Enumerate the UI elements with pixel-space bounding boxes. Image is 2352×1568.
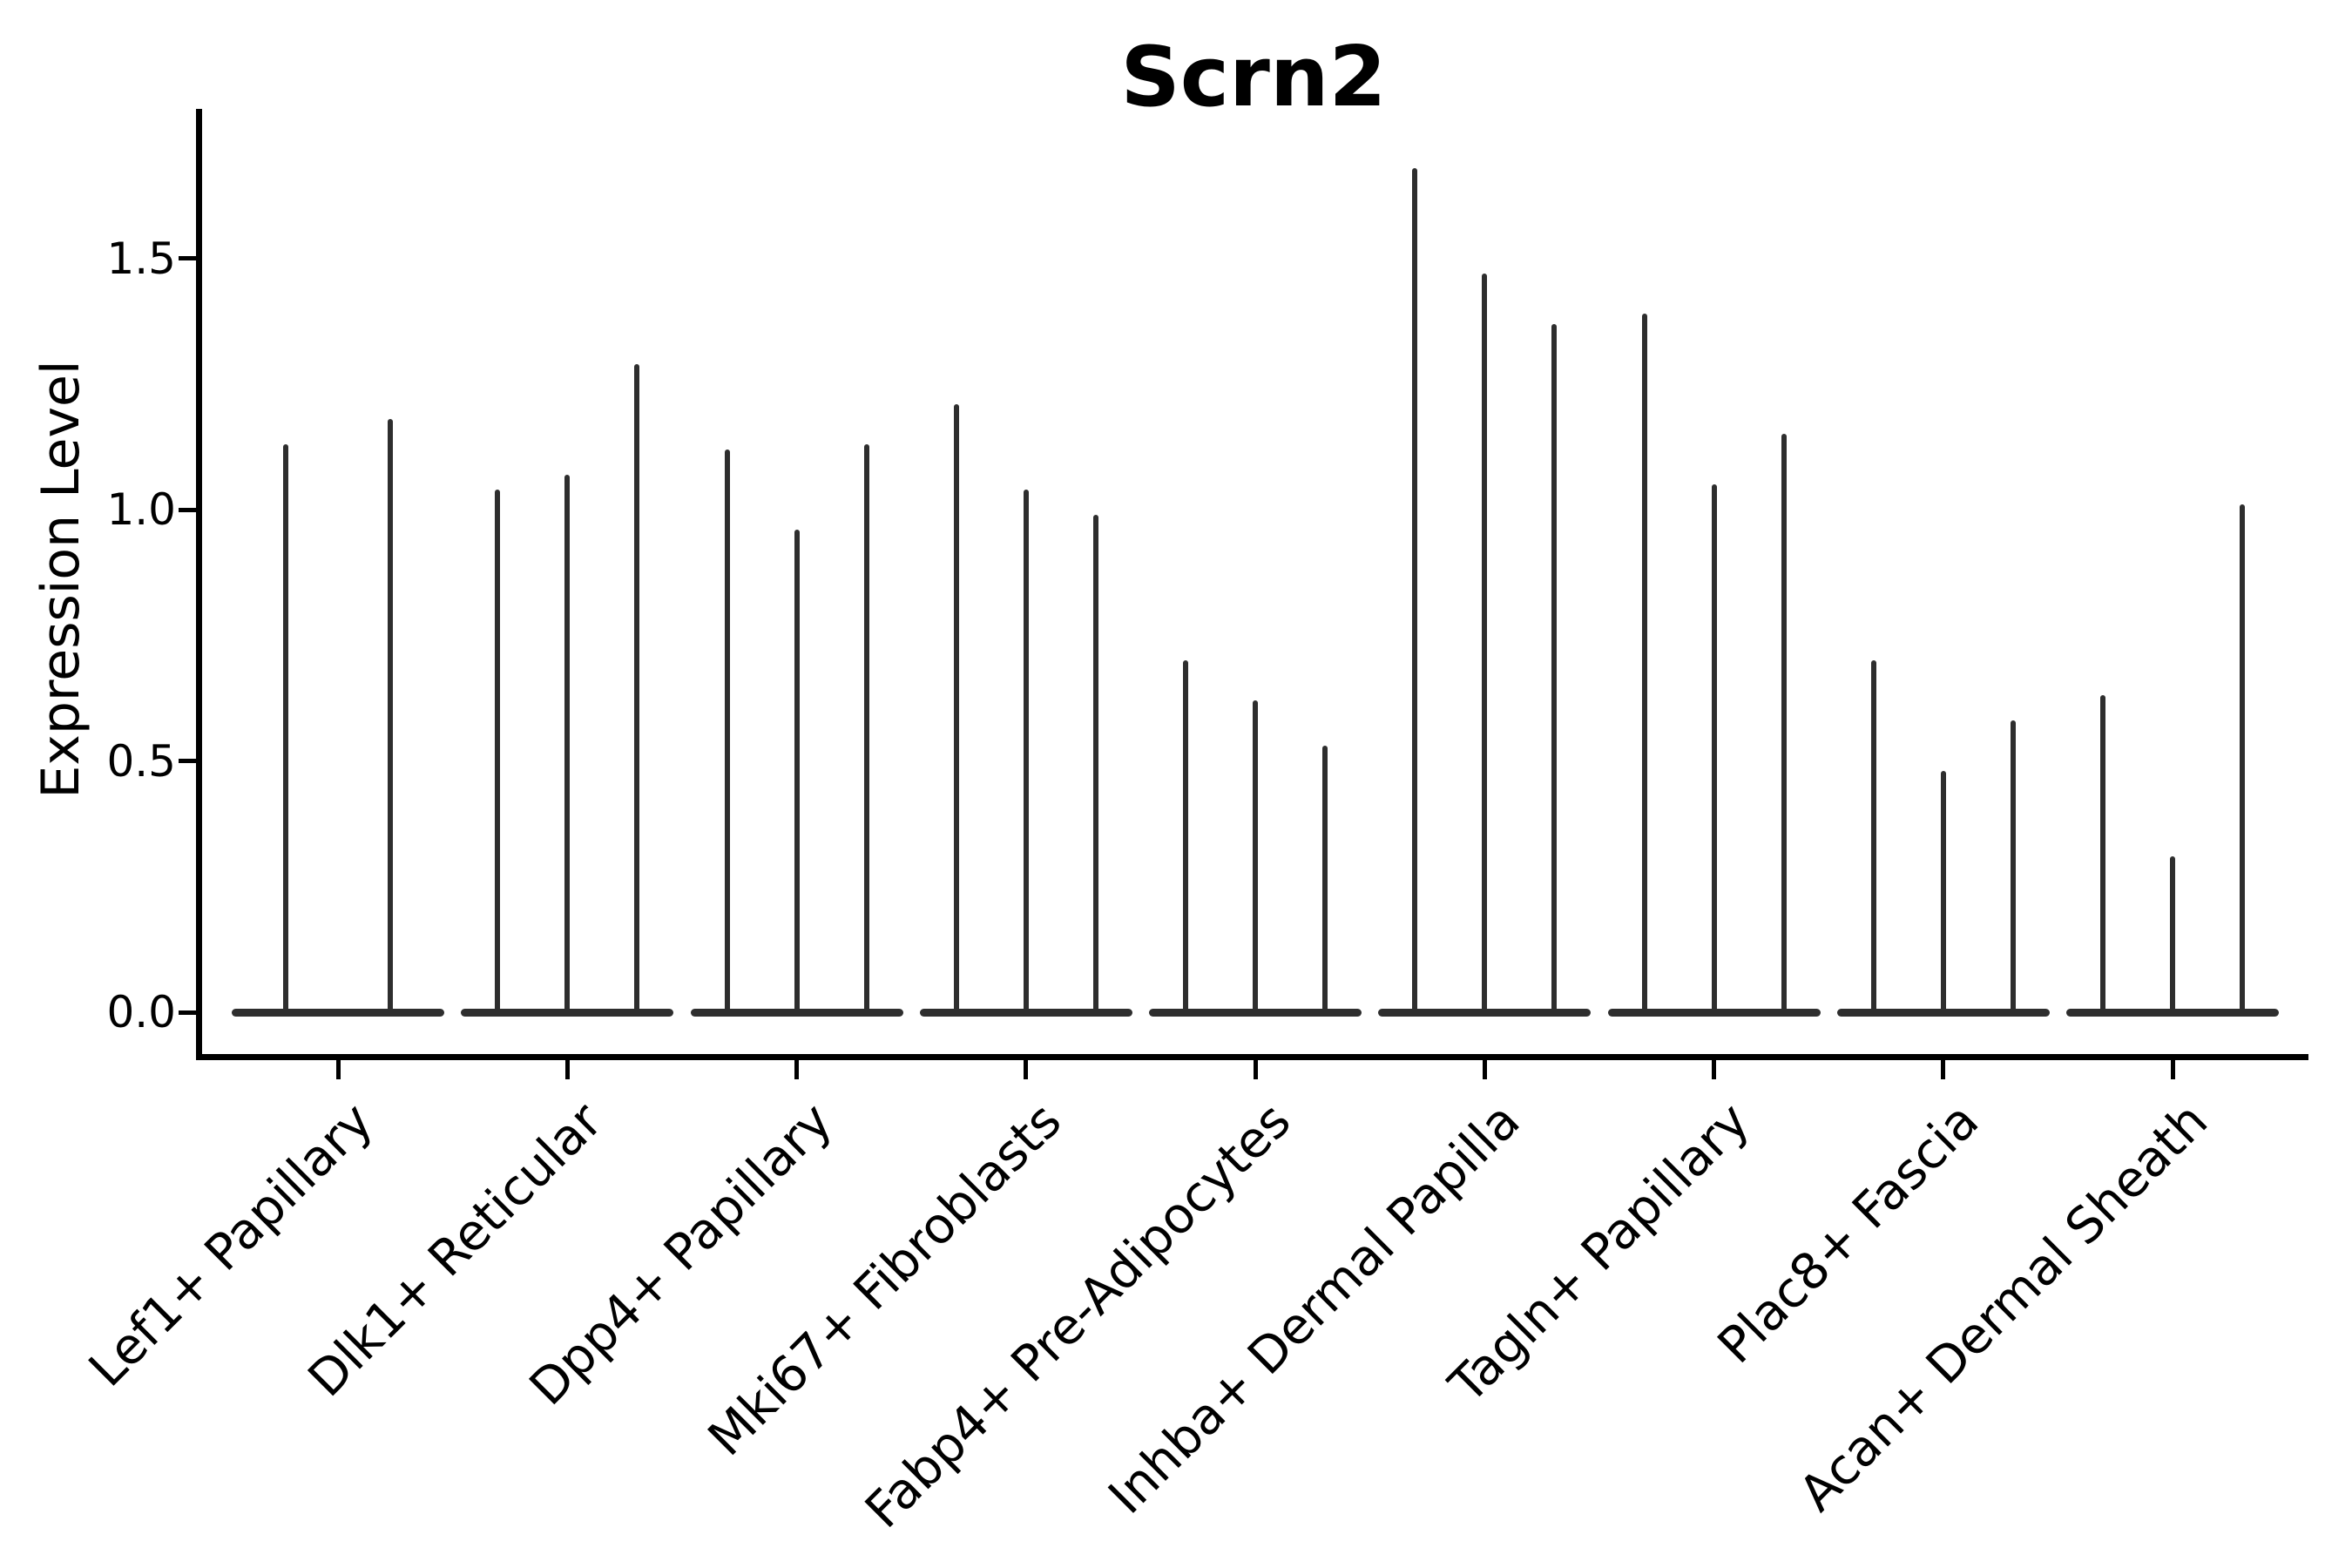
y-tick (179, 507, 196, 512)
violin-spike (2100, 695, 2105, 1015)
violin-spike (953, 403, 959, 1015)
x-tick (1253, 1060, 1258, 1079)
y-tick-label: 1.0 (106, 484, 176, 535)
x-tick-label: Acan+ Dermal Sheath (1788, 1092, 2220, 1523)
y-tick-label: 0.0 (106, 987, 176, 1037)
violin-spike (388, 419, 393, 1015)
x-tick (1024, 1060, 1029, 1079)
violin-spike (1482, 273, 1488, 1015)
x-tick-label: Inhba+ Dermal Papilla (1098, 1092, 1531, 1525)
violin-spike (1023, 489, 1029, 1015)
x-tick (1941, 1060, 1946, 1079)
violin-spike (1183, 660, 1188, 1015)
x-axis-spine (196, 1054, 2308, 1060)
x-tick (335, 1060, 341, 1079)
y-tick (179, 759, 196, 763)
x-tick (564, 1060, 570, 1079)
violin-spike (283, 443, 288, 1015)
violin-spike (1322, 746, 1328, 1015)
violin-spike (794, 530, 800, 1015)
violin-spike (2010, 720, 2016, 1015)
violin-spike (1551, 323, 1558, 1015)
violin-spike (1641, 313, 1647, 1015)
violin-spike (724, 449, 730, 1015)
y-tick-label: 1.5 (106, 233, 176, 284)
x-tick (2170, 1060, 2175, 1079)
violin-spike (863, 443, 869, 1015)
violin-spike (634, 363, 640, 1015)
plot-title: Scrn2 (1120, 30, 1387, 125)
x-tick (1712, 1060, 1716, 1079)
x-tick (794, 1060, 799, 1079)
violin-spike (1781, 434, 1787, 1015)
violin-spike (495, 489, 501, 1015)
violin-base (232, 1008, 444, 1017)
x-tick-label: Fabp4+ Pre-Adipocytes (854, 1092, 1302, 1540)
y-tick (179, 256, 196, 260)
violin-spike (1092, 514, 1098, 1015)
violin-spike (1711, 484, 1717, 1015)
violin-spike (564, 474, 571, 1015)
violin-spike (1870, 660, 1876, 1015)
y-tick (179, 1010, 196, 1015)
violin-spike (1412, 167, 1418, 1015)
x-tick (1482, 1060, 1487, 1079)
violin-spike (2240, 504, 2245, 1015)
violin-spike (1253, 700, 1258, 1015)
y-tick-label: 0.5 (106, 735, 176, 787)
violin-spike (2170, 856, 2175, 1015)
y-axis-spine (196, 109, 202, 1060)
violin-spike (1940, 771, 1946, 1015)
